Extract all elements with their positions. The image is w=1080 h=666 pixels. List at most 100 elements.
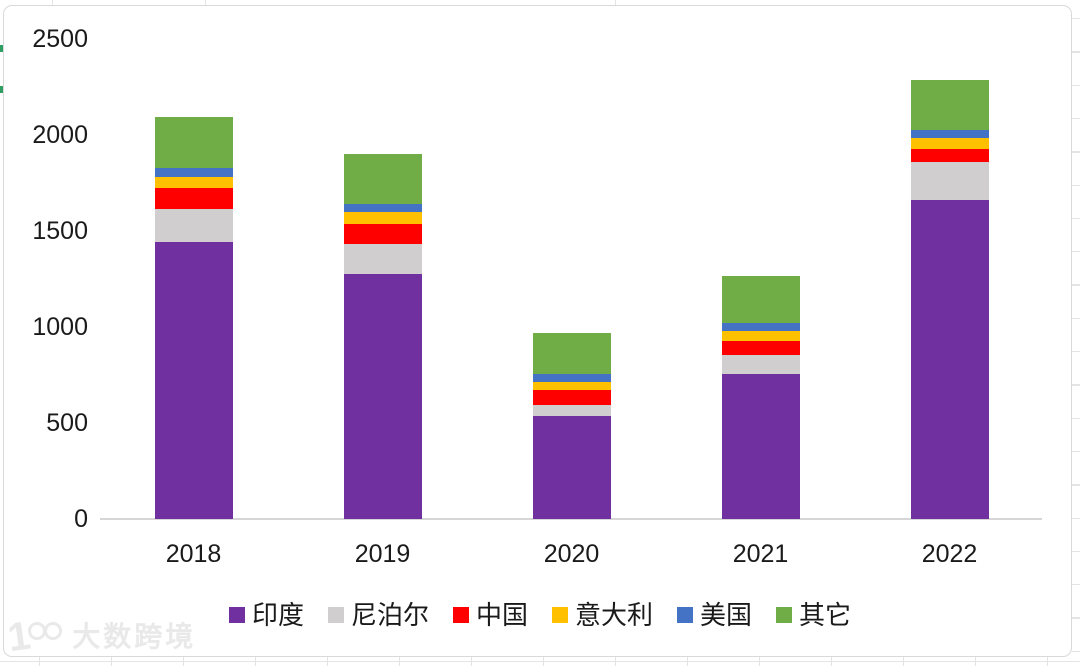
spreadsheet-gridline bbox=[831, 656, 833, 666]
bar-segment-尼泊尔-2022[interactable] bbox=[910, 162, 989, 200]
bar-segment-印度-2019[interactable] bbox=[343, 273, 422, 519]
spreadsheet-gridline bbox=[615, 656, 617, 666]
legend-item-美国[interactable]: 美国 bbox=[677, 600, 752, 630]
bar-segment-尼泊尔-2019[interactable] bbox=[343, 243, 422, 274]
spreadsheet-cell-mark bbox=[0, 86, 3, 93]
spreadsheet-gridline bbox=[1072, 417, 1080, 419]
spreadsheet-gridline bbox=[1072, 351, 1080, 353]
spreadsheet-gridline bbox=[1072, 584, 1080, 586]
bar-segment-印度-2020[interactable] bbox=[532, 415, 611, 519]
bar-segment-美国-2021[interactable] bbox=[721, 322, 800, 332]
spreadsheet-gridline bbox=[255, 656, 257, 666]
bar-segment-美国-2022[interactable] bbox=[910, 129, 989, 139]
bar-segment-印度-2021[interactable] bbox=[721, 373, 800, 519]
chart-legend: 印度 尼泊尔 中国 意大利 美国 其它 bbox=[0, 599, 1080, 631]
x-axis-label[interactable]: 2019 bbox=[354, 540, 411, 568]
bar-segment-美国-2019[interactable] bbox=[343, 203, 422, 213]
x-axis-label[interactable]: 2021 bbox=[732, 540, 789, 568]
bar-segment-美国-2018[interactable] bbox=[154, 168, 233, 177]
spreadsheet-gridline bbox=[1072, 151, 1080, 153]
legend-item-意大利[interactable]: 意大利 bbox=[552, 600, 653, 630]
y-axis-label[interactable]: 500 bbox=[46, 408, 88, 437]
legend-label: 印度 bbox=[251, 600, 304, 630]
spreadsheet-gridline bbox=[1072, 317, 1080, 320]
legend-label: 意大利 bbox=[575, 600, 654, 630]
bar-segment-尼泊尔-2020[interactable] bbox=[532, 405, 611, 416]
spreadsheet-gridline bbox=[205, 0, 207, 5]
x-axis-label[interactable]: 2020 bbox=[543, 540, 600, 568]
spreadsheet-gridline bbox=[327, 656, 329, 666]
spreadsheet-gridline bbox=[1072, 650, 1080, 653]
y-axis-label[interactable]: 1000 bbox=[32, 312, 88, 341]
bar-segment-意大利-2020[interactable] bbox=[532, 382, 611, 390]
bar-segment-其它-2020[interactable] bbox=[532, 333, 611, 374]
bar-segment-中国-2022[interactable] bbox=[910, 148, 989, 163]
spreadsheet-gridline bbox=[52, 0, 54, 5]
y-axis-label[interactable]: 0 bbox=[74, 504, 88, 533]
legend-label: 尼泊尔 bbox=[350, 600, 429, 630]
legend-item-其它[interactable]: 其它 bbox=[776, 600, 851, 630]
spreadsheet-gridline bbox=[687, 656, 689, 666]
spreadsheet-gridline bbox=[903, 656, 905, 666]
bar-2019[interactable] bbox=[343, 153, 422, 519]
spreadsheet-gridline bbox=[1047, 656, 1049, 666]
bar-segment-美国-2020[interactable] bbox=[532, 373, 611, 383]
spreadsheet-gridline bbox=[111, 656, 113, 666]
bar-segment-印度-2018[interactable] bbox=[154, 242, 233, 519]
legend-swatch-icon bbox=[228, 607, 245, 623]
spreadsheet-gridline bbox=[615, 0, 617, 5]
legend-item-尼泊尔[interactable]: 尼泊尔 bbox=[327, 600, 429, 630]
spreadsheet-gridline bbox=[1072, 51, 1080, 53]
spreadsheet-gridline bbox=[975, 656, 977, 666]
bar-segment-中国-2018[interactable] bbox=[154, 188, 233, 210]
bar-segment-尼泊尔-2021[interactable] bbox=[721, 355, 800, 374]
bar-2020[interactable] bbox=[532, 333, 611, 519]
spreadsheet-gridline bbox=[1072, 217, 1080, 220]
spreadsheet-gridline bbox=[0, 660, 1080, 662]
spreadsheet-gridline bbox=[1072, 251, 1080, 253]
bar-segment-中国-2020[interactable] bbox=[532, 389, 611, 406]
legend-label: 中国 bbox=[475, 600, 528, 630]
spreadsheet-gridline bbox=[471, 656, 473, 666]
spreadsheet-gridline bbox=[543, 656, 545, 666]
bar-segment-意大利-2021[interactable] bbox=[721, 331, 800, 341]
bar-segment-意大利-2022[interactable] bbox=[910, 138, 989, 149]
bar-segment-中国-2021[interactable] bbox=[721, 340, 800, 356]
legend-swatch-icon bbox=[452, 607, 469, 623]
spreadsheet-gridline bbox=[1072, 484, 1080, 486]
x-axis-label[interactable]: 2018 bbox=[165, 540, 222, 568]
y-axis-label[interactable]: 2000 bbox=[32, 120, 88, 149]
spreadsheet-gridline bbox=[1072, 517, 1080, 519]
y-axis-label[interactable]: 1500 bbox=[32, 216, 88, 245]
bar-segment-尼泊尔-2018[interactable] bbox=[154, 209, 233, 243]
bar-segment-印度-2022[interactable] bbox=[910, 199, 989, 519]
watermark-brand-text: 大数跨境 bbox=[72, 621, 197, 652]
watermark-100-logo-icon: 1 bbox=[5, 614, 63, 660]
legend-item-印度[interactable]: 印度 bbox=[228, 600, 304, 630]
spreadsheet-gridline bbox=[759, 656, 761, 666]
bar-2022[interactable] bbox=[910, 79, 989, 519]
spreadsheet-gridline bbox=[399, 656, 401, 666]
y-axis-label[interactable]: 2500 bbox=[32, 24, 88, 53]
spreadsheet-gridline bbox=[1072, 184, 1080, 186]
bar-segment-其它-2018[interactable] bbox=[154, 117, 233, 169]
bar-segment-其它-2019[interactable] bbox=[343, 153, 422, 204]
spreadsheet-gridline bbox=[1072, 384, 1080, 386]
spreadsheet-gridline bbox=[1072, 84, 1080, 86]
x-axis-line bbox=[100, 517, 1042, 520]
bar-2018[interactable] bbox=[154, 117, 233, 519]
bar-2021[interactable] bbox=[721, 275, 800, 519]
spreadsheet-gridline bbox=[39, 656, 41, 666]
spreadsheet-gridline bbox=[1072, 117, 1080, 120]
legend-item-中国[interactable]: 中国 bbox=[452, 600, 528, 630]
watermark: 1 大数跨境 bbox=[5, 614, 197, 661]
legend-swatch-icon bbox=[677, 607, 694, 623]
spreadsheet-gridline bbox=[183, 656, 185, 666]
bar-segment-意大利-2019[interactable] bbox=[343, 212, 422, 224]
spreadsheet-gridline bbox=[1072, 450, 1080, 453]
x-axis-label[interactable]: 2022 bbox=[921, 540, 978, 568]
bar-segment-中国-2019[interactable] bbox=[343, 223, 422, 244]
bar-segment-意大利-2018[interactable] bbox=[154, 176, 233, 189]
bar-segment-其它-2022[interactable] bbox=[910, 79, 989, 130]
bar-segment-其它-2021[interactable] bbox=[721, 275, 800, 323]
